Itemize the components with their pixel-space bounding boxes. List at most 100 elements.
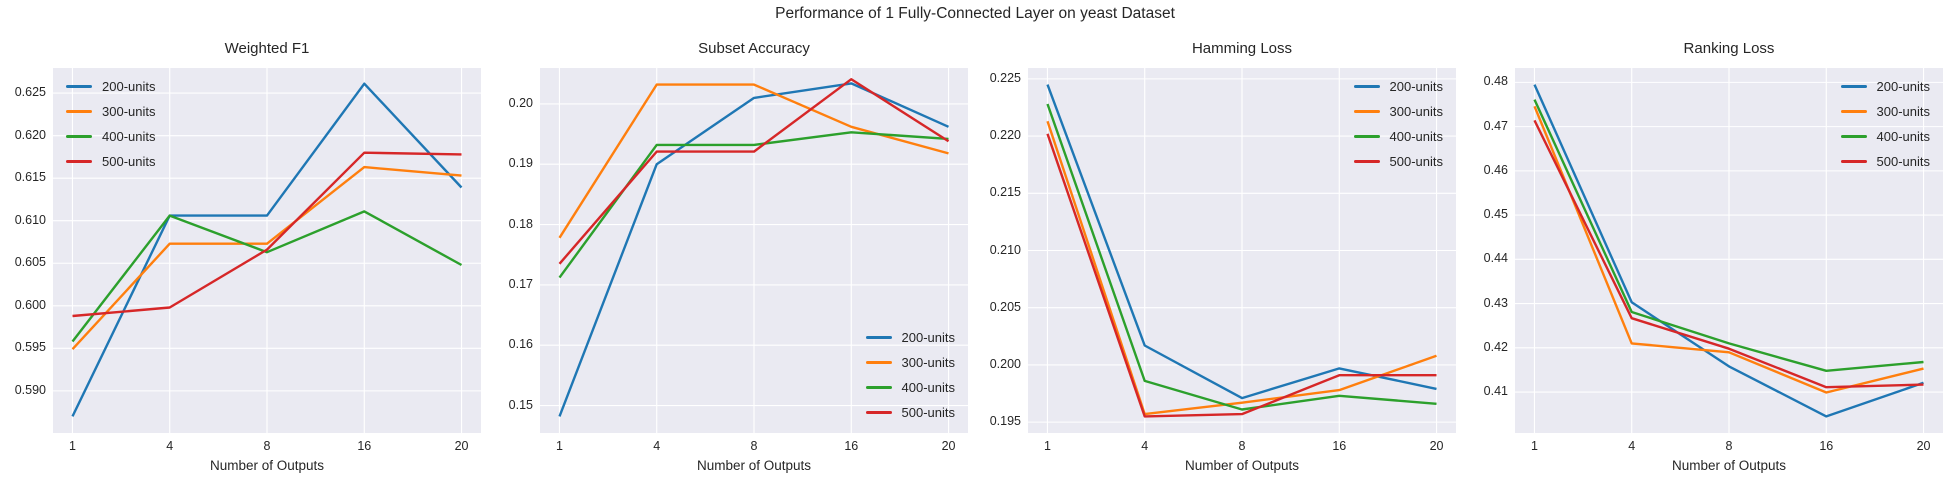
subplot-subset-accuracy: Subset Accuracy 200-units 300-units 400-un… — [487, 0, 974, 487]
legend-label: 200-units — [1876, 79, 1930, 94]
legend-label: 400-units — [102, 129, 156, 144]
series-line-200-units — [558, 82, 949, 417]
plot-area: 200-units 300-units 400-units 500-units — [1028, 68, 1456, 433]
legend-item-300-units: 300-units — [1840, 104, 1930, 119]
y-tick-label: 0.220 — [989, 128, 1021, 143]
legend: 200-units 300-units 400-units 500-units — [865, 330, 955, 420]
x-axis-label: Number of Outputs — [1671, 458, 1787, 473]
y-tick-label: 0.595 — [14, 340, 46, 355]
legend: 200-units 300-units 400-units 500-units — [1840, 79, 1930, 169]
plot-area: 200-units 300-units 400-units 500-units — [1515, 68, 1943, 433]
legend-item-200-units: 200-units — [1353, 79, 1443, 94]
y-tick-label: 0.205 — [989, 299, 1021, 314]
legend-item-400-units: 400-units — [865, 380, 955, 395]
y-tick-label: 0.46 — [1483, 162, 1508, 177]
x-tick-label: 8 — [1725, 439, 1733, 453]
legend-line-swatch — [66, 160, 92, 163]
y-tick-label: 0.210 — [989, 242, 1021, 257]
legend-line-swatch — [1353, 85, 1380, 88]
x-tick-label: 16 — [1332, 439, 1347, 453]
subplot-title: Subset Accuracy — [698, 40, 810, 57]
line-chart — [540, 68, 968, 433]
x-tick-label: 1 — [1530, 439, 1538, 453]
x-axis-label: Number of Outputs — [1184, 458, 1300, 473]
figure-title: Performance of 1 Fully-Connected Layer o… — [775, 5, 1175, 22]
y-tick-label: 0.45 — [1483, 207, 1508, 222]
y-tick-label: 0.225 — [989, 70, 1021, 85]
x-tick-label: 1 — [1043, 439, 1051, 453]
subplot-hamming-loss: Hamming Loss 200-units 300-units 400-units… — [975, 0, 1462, 487]
x-tick-label: 1 — [68, 439, 76, 453]
series-line-300-units — [1533, 105, 1924, 394]
plot-area: 200-units 300-units 400-units 500-units — [540, 68, 968, 433]
series-line-500-units — [72, 151, 462, 318]
y-tick-label: 0.610 — [14, 212, 46, 227]
y-tick-label: 0.15 — [508, 397, 533, 412]
y-tick-label: 0.42 — [1483, 339, 1508, 354]
legend-line-swatch — [865, 361, 892, 364]
x-tick-label: 20 — [941, 439, 956, 453]
legend-label: 500-units — [1389, 154, 1443, 169]
series-line-300-units — [71, 165, 462, 351]
legend-item-300-units: 300-units — [66, 104, 155, 119]
line-chart — [1028, 68, 1456, 433]
legend-label: 200-units — [1389, 79, 1443, 94]
subplot-title: Hamming Loss — [1191, 40, 1293, 57]
y-tick-label: 0.17 — [508, 276, 533, 291]
series-line-400-units — [1533, 99, 1924, 372]
legend-line-swatch — [1840, 85, 1867, 88]
legend-line-swatch — [865, 411, 892, 414]
legend-label: 300-units — [102, 104, 156, 119]
y-tick-label: 0.615 — [14, 170, 46, 185]
legend-label: 400-units — [1389, 129, 1443, 144]
series-line-200-units — [1533, 84, 1924, 418]
series-line-500-units — [1046, 133, 1437, 418]
x-tick-label: 16 — [1819, 439, 1834, 453]
legend-item-200-units: 200-units — [1840, 79, 1930, 94]
y-tick-label: 0.19 — [508, 156, 533, 171]
x-tick-label: 4 — [1141, 439, 1149, 453]
y-tick-label: 0.16 — [508, 337, 533, 352]
series-line-400-units — [71, 210, 463, 343]
legend-label: 500-units — [901, 405, 955, 420]
x-tick-label: 16 — [844, 439, 859, 453]
legend-item-400-units: 400-units — [1353, 129, 1443, 144]
x-tick-label: 20 — [454, 439, 469, 453]
series-line-400-units — [1046, 103, 1437, 411]
x-tick-label: 20 — [1429, 439, 1444, 453]
x-tick-label: 4 — [166, 439, 174, 453]
series-line-500-units — [558, 77, 950, 265]
legend-line-swatch — [1353, 135, 1380, 138]
legend: 200-units 300-units 400-units 500-units — [66, 79, 155, 169]
legend-line-swatch — [66, 110, 92, 113]
x-tick-label: 16 — [357, 439, 372, 453]
legend-item-500-units: 500-units — [1353, 154, 1443, 169]
y-tick-label: 0.625 — [14, 85, 46, 100]
legend-item-200-units: 200-units — [66, 79, 155, 94]
legend-label: 200-units — [102, 79, 156, 94]
line-chart — [1515, 68, 1943, 433]
legend-line-swatch — [865, 336, 892, 339]
legend-item-500-units: 500-units — [865, 405, 955, 420]
x-tick-label: 20 — [1916, 439, 1931, 453]
subplot-weighted-f1: Weighted F1 200-units 300-units 400-units 5… — [0, 0, 487, 487]
legend-item-500-units: 500-units — [1840, 154, 1930, 169]
y-tick-label: 0.20 — [508, 95, 533, 110]
plot-area: 200-units 300-units 400-units 500-units — [53, 68, 481, 433]
legend-line-swatch — [1840, 160, 1867, 163]
y-tick-label: 0.200 — [989, 356, 1021, 371]
y-tick-label: 0.620 — [14, 127, 46, 142]
y-tick-label: 0.47 — [1483, 118, 1508, 133]
x-tick-label: 8 — [1238, 439, 1246, 453]
y-tick-label: 0.18 — [508, 216, 533, 231]
line-chart — [53, 68, 481, 433]
legend-line-swatch — [1353, 110, 1380, 113]
legend-item-300-units: 300-units — [1353, 104, 1443, 119]
legend-item-400-units: 400-units — [1840, 129, 1930, 144]
y-tick-label: 0.48 — [1483, 74, 1508, 89]
legend-label: 400-units — [901, 380, 955, 395]
subplot-title: Weighted F1 — [224, 40, 310, 57]
series-line-500-units — [1533, 119, 1924, 389]
legend-label: 200-units — [901, 330, 955, 345]
legend-line-swatch — [865, 386, 892, 389]
